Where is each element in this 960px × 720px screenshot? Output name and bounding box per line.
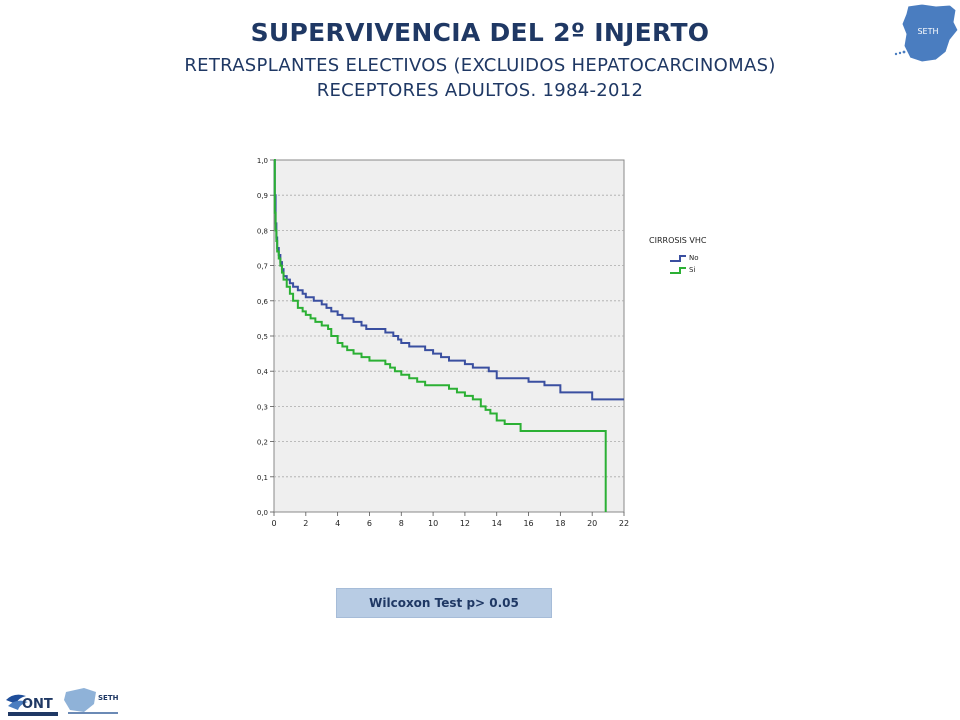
x-tick-label: 18	[555, 519, 565, 528]
y-tick-label: 1,0	[257, 157, 268, 165]
legend-swatch-si	[670, 267, 686, 274]
x-tick-label: 22	[619, 519, 629, 528]
page-subtitle-2: RECEPTORES ADULTOS. 1984-2012	[316, 80, 644, 101]
x-tick-label: 10	[428, 519, 438, 528]
ont-logo-label: ONT	[22, 697, 53, 712]
legend-label-no: No	[689, 254, 699, 262]
x-tick-label: 0	[271, 519, 276, 528]
y-tick-label: 0,7	[257, 263, 268, 271]
seth-logo-label: SETH	[98, 694, 119, 702]
page-title: SUPERVIVENCIA DEL 2º INJERTO	[250, 18, 710, 47]
x-tick-label: 4	[335, 519, 340, 528]
y-tick-label: 0,3	[257, 403, 268, 411]
series-group	[273, 159, 624, 512]
x-tick-label: 6	[367, 519, 372, 528]
survival-chart: 0,0 0,1 0,2 0,3 0,4 0,5 0,6 0,7 0,8 0,9 1,0 0 2 4 6 8 1…	[257, 157, 707, 528]
x-tick-label: 20	[587, 519, 597, 528]
footer-logos: ONT SETH	[6, 688, 119, 716]
legend: CIRROSIS VHC No Si	[649, 236, 707, 274]
map-logo-label: SETH	[917, 27, 938, 36]
y-tick-label: 0,1	[257, 474, 268, 482]
wilcoxon-test-label: Wilcoxon Test p> 0.05	[369, 596, 519, 610]
series-line-si	[273, 159, 607, 512]
y-tick-label: 0,2	[257, 439, 268, 447]
ont-logo: ONT	[6, 694, 58, 716]
seth-logo: SETH	[64, 688, 119, 714]
x-tick-label: 16	[523, 519, 533, 528]
title-block: SUPERVIVENCIA DEL 2º INJERTO RETRASPLANT…	[0, 18, 960, 101]
wilcoxon-test-box: Wilcoxon Test p> 0.05	[336, 588, 552, 618]
y-tick-label: 0,0	[257, 509, 268, 517]
x-tick-label: 2	[303, 519, 308, 528]
legend-title: CIRROSIS VHC	[649, 236, 707, 245]
x-tick-label: 8	[399, 519, 404, 528]
y-tick-label: 0,5	[257, 333, 268, 341]
legend-swatch-no	[670, 255, 686, 262]
legend-label-si: Si	[689, 266, 695, 274]
x-tick-label: 14	[492, 519, 502, 528]
y-tick-label: 0,8	[257, 227, 268, 235]
x-tick-label: 12	[460, 519, 470, 528]
spain-map-logo: SETH	[894, 3, 959, 63]
y-axis-ticks: 0,0 0,1 0,2 0,3 0,4 0,5 0,6 0,7 0,8 0,9 1,0	[257, 157, 274, 517]
y-tick-label: 0,6	[257, 298, 269, 306]
x-axis-ticks: 0 2 4 6 8 10 12 14 16 18 20 22	[271, 512, 629, 528]
y-tick-label: 0,4	[257, 368, 269, 376]
y-tick-label: 0,9	[257, 192, 268, 200]
page-subtitle: RETRASPLANTES ELECTIVOS (EXCLUIDOS HEPAT…	[184, 55, 776, 76]
